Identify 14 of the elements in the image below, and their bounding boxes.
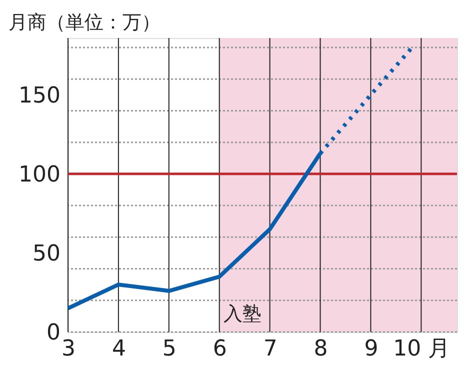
y-tick-label: 100 — [18, 162, 60, 188]
y-tick-label: 50 — [32, 241, 60, 266]
y-tick-label: 150 — [18, 83, 60, 108]
x-tick-label: 5 — [162, 336, 176, 362]
x-tick-label: 9 — [364, 336, 378, 362]
x-tick-label: 8 — [314, 336, 328, 362]
x-tick-label: 7 — [263, 336, 278, 362]
x-tick-label: 10 月 — [393, 336, 450, 362]
y-tick-label: 0 — [46, 320, 60, 346]
x-tick-label: 6 — [212, 336, 227, 362]
x-tick-label: 4 — [112, 336, 126, 362]
annotation: 入塾 — [223, 303, 262, 326]
x-tick-label: 3 — [62, 336, 76, 362]
y-axis-title: 月商（単位：万） — [8, 12, 160, 34]
